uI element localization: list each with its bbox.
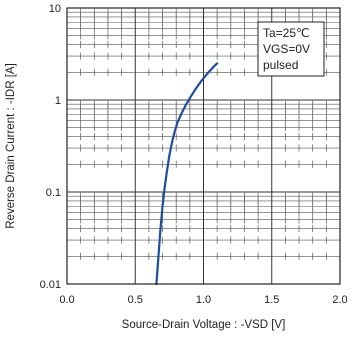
- legend: Ta=25℃ VGS=0V pulsed: [257, 21, 325, 77]
- x-tick-label: 0.0: [59, 294, 74, 306]
- x-tick-label: 0.5: [128, 294, 143, 306]
- x-tick-label: 2.0: [332, 294, 347, 306]
- legend-box: [257, 21, 325, 77]
- legend-line: VGS=0V: [263, 42, 310, 56]
- plot-frame: [66, 7, 341, 285]
- series-line: [155, 62, 219, 286]
- series-layer: [155, 62, 219, 286]
- y-tick-label: 10: [49, 3, 61, 15]
- plot-border: [66, 7, 341, 285]
- y-tick-label: 0.01: [40, 279, 61, 291]
- y-tick-label: 1: [55, 95, 61, 107]
- legend-line: pulsed: [263, 58, 298, 72]
- x-tick-label: 1.0: [196, 294, 211, 306]
- tick-labels: 0.0 0.5 1.0 1.5 2.0 0.01 0.1 1 10: [40, 3, 348, 306]
- y-axis-title: Reverse Drain Current : -IDR [A]: [5, 63, 17, 229]
- x-tick-label: 1.5: [264, 294, 279, 306]
- legend-line: Ta=25℃: [263, 26, 310, 40]
- x-axis-title: Source-Drain Voltage : -VSD [V]: [122, 319, 286, 331]
- y-tick-label: 0.1: [46, 187, 61, 199]
